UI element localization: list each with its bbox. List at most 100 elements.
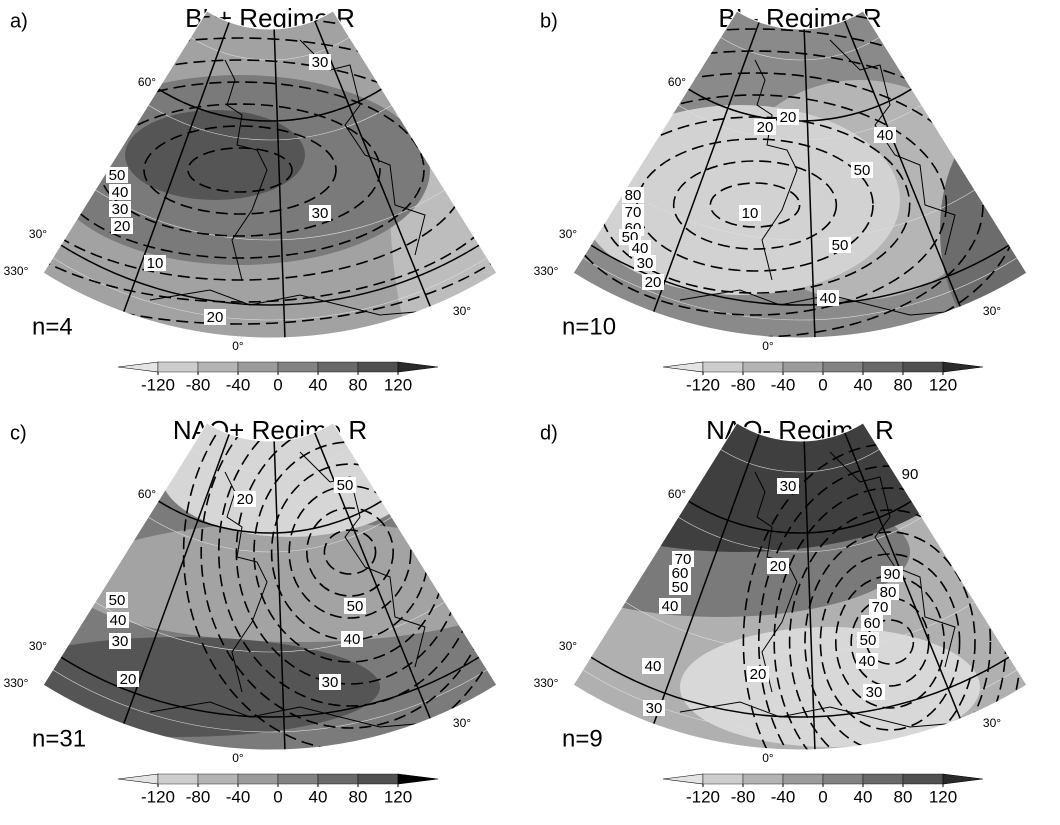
faint-latitude <box>94 189 446 241</box>
colorbar-segment <box>742 361 784 373</box>
contour-line <box>804 531 976 750</box>
longitude-label: 30° <box>983 304 1001 318</box>
colorbar-segment <box>277 773 319 785</box>
colorbar-tick-label: -80 <box>731 375 756 394</box>
faint-latitude <box>582 257 1018 321</box>
colorbar-tick-label: 0 <box>273 375 282 394</box>
colorbar-end <box>397 361 439 373</box>
contour-label: 50 <box>347 598 364 615</box>
contour-label: 50 <box>672 579 689 596</box>
faint-latitude <box>190 36 350 61</box>
latitude-label: 30° <box>559 227 577 241</box>
colorbar-segment <box>902 361 944 373</box>
colorbar-segment <box>742 773 784 785</box>
longitude-label: 0° <box>232 751 244 765</box>
colorbar-tick-label: -120 <box>141 375 175 394</box>
contour-label-box <box>622 204 644 220</box>
contour-label-box <box>622 187 644 203</box>
shaded-region <box>70 522 497 642</box>
contour-line <box>200 422 497 729</box>
longitude-line <box>803 28 816 338</box>
contour-label: 20 <box>237 491 254 508</box>
contour-label-box <box>319 674 341 690</box>
contour-label-box <box>739 205 761 221</box>
contour-label: 50 <box>854 162 871 179</box>
colorbar-tick-label: 0 <box>818 787 827 806</box>
longitude-line <box>273 28 286 338</box>
panel-label: b) <box>540 10 558 32</box>
colorbar-segment <box>357 361 399 373</box>
latitude-label: 30° <box>29 227 47 241</box>
contour-label-box <box>899 466 921 482</box>
contour-label-box <box>334 477 356 493</box>
longitude-line <box>313 20 432 308</box>
contour-label-box <box>861 615 883 631</box>
map-outline <box>42 10 498 339</box>
map-outline <box>572 422 1028 751</box>
latitude-line <box>687 500 913 534</box>
faint-latitude <box>52 257 488 321</box>
colorbar-end <box>117 361 159 373</box>
contour-label: 10 <box>147 255 164 272</box>
contour-label: 60 <box>672 565 689 582</box>
colorbar-segment <box>782 361 824 373</box>
shaded-region <box>580 105 900 295</box>
contour-label-box <box>877 584 899 600</box>
colorbar-segment <box>902 773 944 785</box>
latitude-label: 60° <box>138 75 156 89</box>
shaded-region <box>125 110 305 200</box>
contour-label-box <box>747 666 769 682</box>
colorbar-tick-label: 120 <box>929 787 957 806</box>
longitude-label: 330° <box>4 676 29 690</box>
colorbar-tick-label: 40 <box>854 787 873 806</box>
latitude-line <box>590 244 1010 306</box>
colorbar-tick-label: 40 <box>309 375 328 394</box>
colorbar-segment <box>357 773 399 785</box>
contour-label: 30 <box>646 700 663 717</box>
latitude-label: 60° <box>668 487 686 501</box>
colorbar-tick-label: -40 <box>771 787 796 806</box>
contour-label-box <box>106 167 128 183</box>
contour-label-box <box>204 309 226 325</box>
faint-latitude <box>624 189 976 241</box>
colorbar-segment <box>157 361 199 373</box>
colorbar-tick-label: -40 <box>226 787 251 806</box>
contour-label-box <box>767 558 789 574</box>
contour-label: 30 <box>312 54 329 71</box>
contour-label-box <box>817 290 839 306</box>
contour-line <box>865 619 915 665</box>
colorbar-tick-label: -120 <box>686 787 720 806</box>
contour-label-box <box>669 565 691 581</box>
contour-line <box>143 125 337 215</box>
contour-label: 40 <box>820 290 837 307</box>
contour-label: 40 <box>110 612 127 629</box>
longitude-line <box>652 21 761 313</box>
longitude-label: 30° <box>453 716 471 730</box>
contour-label-box <box>309 54 331 70</box>
colorbar-segment <box>317 773 359 785</box>
contour-label: 70 <box>625 204 642 221</box>
contour-line <box>187 147 293 193</box>
faint-latitude <box>190 448 350 473</box>
contour-label-box <box>642 274 664 290</box>
contour-label: 20 <box>120 671 137 688</box>
contour-label: 40 <box>662 598 679 615</box>
colorbar-tick-label: 80 <box>894 787 913 806</box>
contour-label: 30 <box>112 633 129 650</box>
contour-label-box <box>643 700 665 716</box>
longitude-line <box>803 440 816 750</box>
contour-label-box <box>344 598 366 614</box>
contour-label-box <box>659 598 681 614</box>
panel-label: c) <box>10 422 27 444</box>
map-outline <box>572 10 1028 339</box>
colorbar-segment <box>197 773 239 785</box>
contour-label: 20 <box>114 218 131 235</box>
colorbar-end <box>942 773 984 785</box>
contour-label: 50 <box>337 477 354 494</box>
faint-latitude <box>94 601 446 653</box>
contour-label-box <box>117 671 139 687</box>
longitude-label: 30° <box>983 716 1001 730</box>
contour-label-box <box>669 579 691 595</box>
